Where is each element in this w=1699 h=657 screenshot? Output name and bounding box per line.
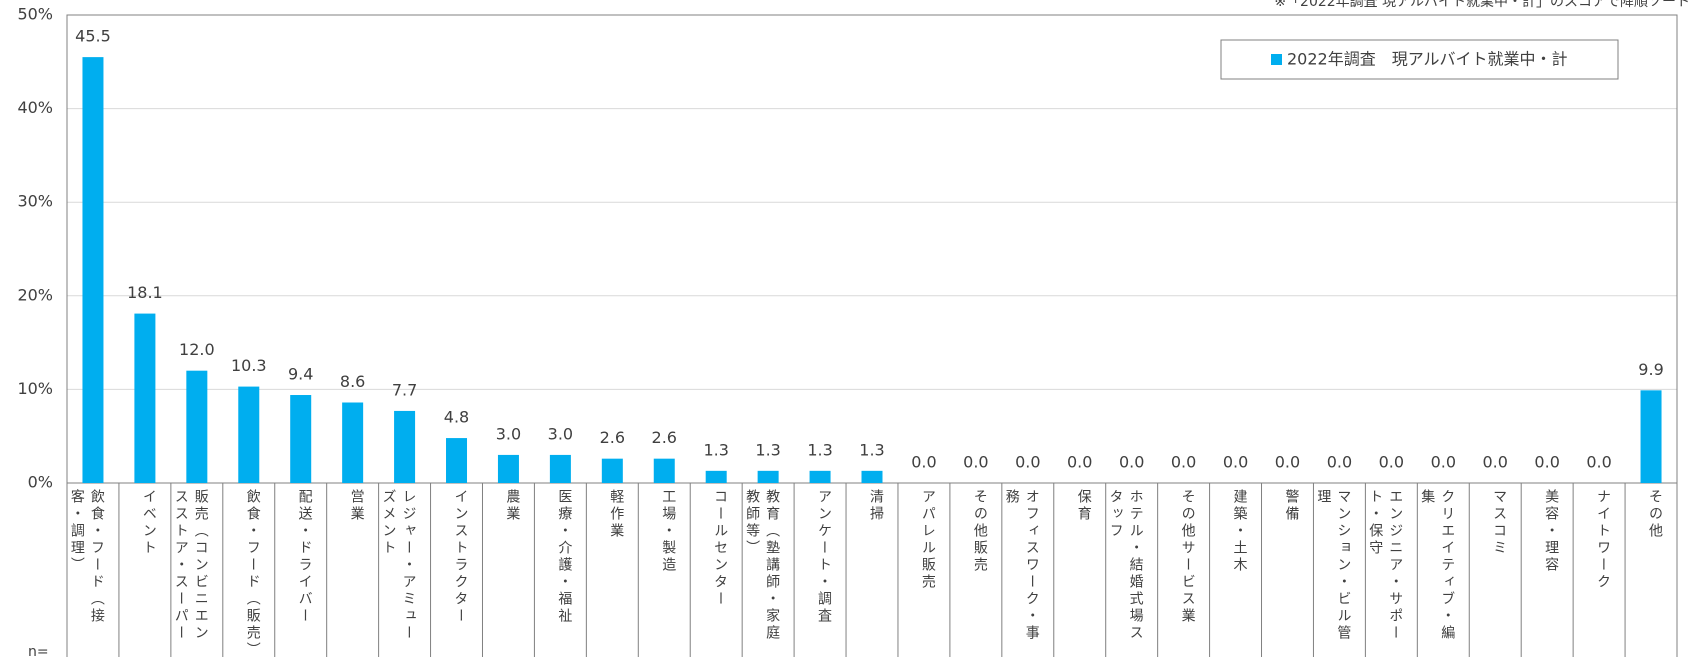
value-label: 1.3 [755,440,780,459]
bar [705,470,727,483]
bar [446,438,468,483]
bar [394,410,416,483]
value-label: 0.0 [1171,453,1196,472]
x-tick-label: クリエイティブ・編集 [1419,489,1456,642]
y-tick-label: 10% [17,379,53,398]
x-tick-label: マスコミ [1491,489,1508,557]
value-label: 3.0 [496,424,521,443]
bar [238,386,260,483]
x-tick-label: 建築・土木 [1231,489,1248,574]
value-label: 2.6 [600,428,625,447]
x-tick-label: マンション・ビル管理 [1315,489,1352,642]
bar [757,470,779,483]
x-tick-label: 農業 [504,489,521,523]
y-tick-label: 20% [17,285,53,304]
legend-box [1220,39,1619,80]
bar [82,57,104,484]
x-tick-label: オフィスワーク・事務 [1003,489,1040,642]
bar [186,370,208,483]
bar [861,470,883,483]
x-tick-label: ホテル・結婚式場スタッフ [1107,489,1144,642]
value-label: 0.0 [1586,453,1611,472]
x-tick-label: ナイトワーク [1595,489,1612,591]
x-tick-label: アンケート・調査 [816,489,833,625]
y-tick-label: 0% [28,473,53,492]
value-label: 2.6 [652,428,677,447]
value-label: 0.0 [1534,453,1559,472]
x-tick-label: 営業 [348,489,365,523]
bar [342,402,364,483]
x-tick-label: 保育 [1075,489,1092,523]
value-label: 9.9 [1638,360,1663,379]
value-label: 0.0 [1379,453,1404,472]
value-label: 1.3 [859,440,884,459]
y-tick-label: 40% [17,98,53,117]
x-tick-label: 美容・理容 [1543,489,1560,574]
value-label: 8.6 [340,372,365,391]
footnote: n= [28,644,49,657]
value-label: 0.0 [1431,453,1456,472]
bar [1640,390,1662,483]
value-label: 0.0 [1275,453,1300,472]
x-tick-label: 配送・ドライバー [296,489,313,625]
value-label: 12.0 [179,340,215,359]
value-label: 9.4 [288,365,313,384]
x-tick-label: 工場・製造 [660,489,677,574]
value-label: 1.3 [807,440,832,459]
x-tick-label: インストラクター [452,489,469,625]
bar [549,454,571,483]
bar [809,470,831,483]
value-label: 10.3 [231,356,267,375]
x-tick-label: 教育（塾講師・家庭教師等） [744,489,781,642]
value-label: 0.0 [963,453,988,472]
value-label: 4.8 [444,408,469,427]
x-tick-label: エンジニア・サポート・保守 [1367,489,1404,642]
x-tick-label: その他販売 [971,489,988,574]
value-label: 0.0 [911,453,936,472]
value-label: 0.0 [1482,453,1507,472]
value-label: 0.0 [1327,453,1352,472]
value-label: 3.0 [548,424,573,443]
x-tick-label: 警備 [1283,489,1300,523]
x-tick-label: 軽作業 [608,489,625,540]
legend-swatch [1271,54,1282,65]
x-tick-label: 清掃 [867,489,884,523]
x-tick-label: 医療・介護・福祉 [556,489,573,625]
value-label: 45.5 [75,27,111,46]
y-tick-label: 30% [17,192,53,211]
bar [653,458,675,483]
y-tick-label: 50% [17,5,53,24]
value-label: 0.0 [1119,453,1144,472]
x-tick-label: コールセンター [712,489,729,608]
bar [601,458,623,483]
bar [134,313,156,483]
x-tick-label: 飲食・フード（接客・調理） [69,489,105,625]
value-label: 1.3 [703,440,728,459]
value-label: 0.0 [1223,453,1248,472]
x-tick-label: 飲食・フード（販売） [244,489,261,655]
x-tick-label: レジャー・アミューズメント [380,489,417,642]
value-label: 0.0 [1067,453,1092,472]
bar [497,454,519,483]
value-label: 0.0 [1015,453,1040,472]
x-tick-label: その他サービス業 [1179,489,1196,625]
value-label: 7.7 [392,380,417,399]
x-tick-label: 販売（コンビニエンスストア・スーパーマーケット） [172,489,209,642]
note: ※「2022年調査 現アルバイト就業中・計」のスコアで降順ソート [1274,0,1690,10]
value-label: 18.1 [127,283,163,302]
bar [290,395,312,483]
x-tick-label: イベント [140,489,157,557]
x-tick-label: アパレル販売 [919,489,936,591]
legend-label: 2022年調査 現アルバイト就業中・計 [1287,50,1568,69]
x-tick-label: その他 [1646,489,1663,540]
